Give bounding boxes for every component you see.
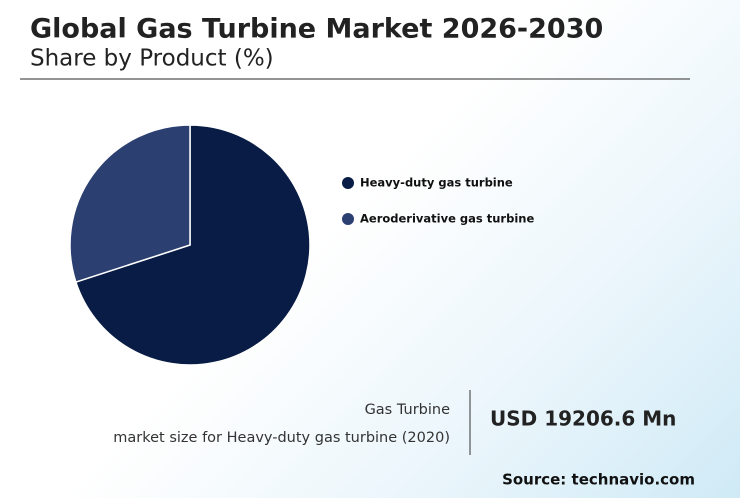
pie-slice	[69, 124, 191, 284]
source: Source: technavio.com	[502, 471, 695, 489]
legend-label: Heavy-duty gas turbine	[360, 176, 513, 190]
summary-value: USD 19206.6 Mn	[490, 407, 676, 431]
legend-marker	[342, 177, 354, 189]
chart-title: Global Gas Turbine Market 2026-2030	[30, 14, 603, 45]
summary-sublabel: market size for Heavy-duty gas turbine (…	[113, 430, 450, 446]
chart-subtitle: Share by Product (%)	[30, 46, 274, 72]
legend-marker	[342, 213, 354, 225]
pie-slice	[74, 124, 311, 366]
summary-label: Gas Turbine	[365, 402, 451, 418]
legend-label: Aeroderivative gas turbine	[360, 212, 534, 226]
